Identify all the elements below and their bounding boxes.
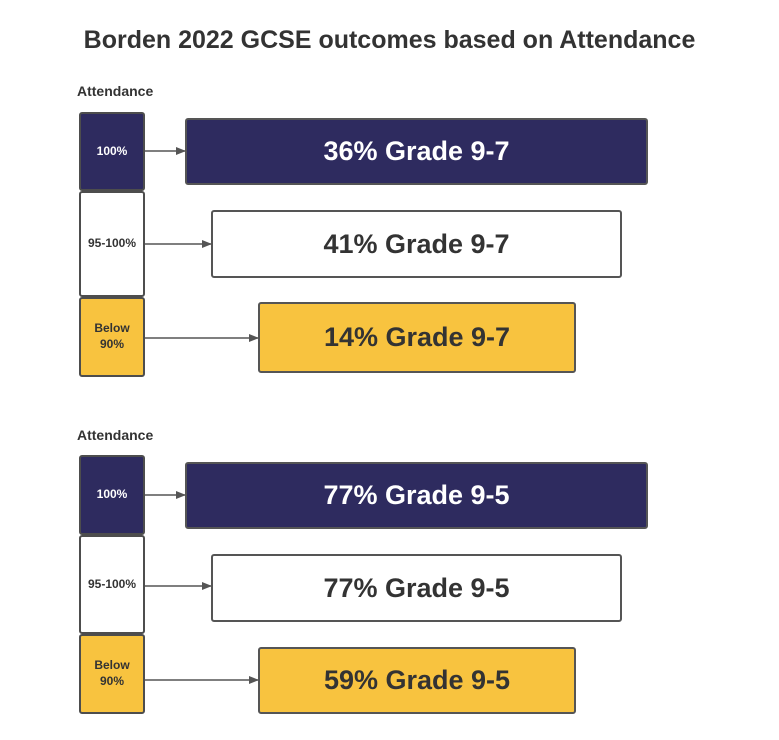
result-box-below-90: 14% Grade 9-7 [258,302,576,373]
category-box-below-90: Below 90% [79,297,145,377]
result-box-100: 36% Grade 9-7 [185,118,648,185]
result-box-95-100: 77% Grade 9-5 [211,554,622,622]
category-box-below-90: Below 90% [79,634,145,714]
category-box-95-100: 95-100% [79,191,145,297]
attendance-label: Attendance [77,83,154,99]
result-box-below-90: 59% Grade 9-5 [258,647,576,714]
category-box-100: 100% [79,455,145,535]
page-title: Borden 2022 GCSE outcomes based on Atten… [83,26,696,54]
category-box-95-100: 95-100% [79,535,145,634]
attendance-label: Attendance [77,427,154,443]
category-box-100: 100% [79,112,145,191]
result-box-95-100: 41% Grade 9-7 [211,210,622,278]
result-box-100: 77% Grade 9-5 [185,462,648,529]
